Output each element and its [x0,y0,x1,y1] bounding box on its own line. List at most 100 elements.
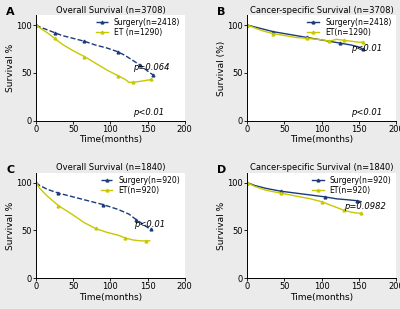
Text: A: A [6,7,15,17]
Surgery(n=2418) [271,30,276,34]
Line: ET (n=1290): ET (n=1290) [35,23,153,84]
Surgery(n=2418) [349,43,354,47]
ET(n=1290) [356,40,361,44]
ET(n=920) [71,213,76,217]
ET(n=920) [93,226,98,230]
ET (n=1290) [138,79,142,83]
X-axis label: Time(months): Time(months) [290,135,353,144]
ET(n=1290) [293,36,298,39]
Text: p=0.0982: p=0.0982 [344,202,386,211]
Surgery(n=920) [56,191,61,195]
ET(n=920) [138,239,142,243]
ET (n=1290) [130,80,135,84]
ET(n=1290) [342,38,346,42]
Surgery(n=2418) [338,41,343,45]
Surgery(n=920) [145,226,150,229]
Surgery(n=920) [359,200,364,204]
ET (n=1290) [93,61,98,65]
Surgery(n=2418) [316,37,320,41]
Surgery(n=920) [149,227,154,231]
Surgery(n=920) [37,184,42,187]
ET (n=1290) [104,68,109,72]
ET(n=920) [293,194,298,198]
ET(n=920) [349,210,354,214]
ET (n=1290) [144,78,148,82]
Line: ET(n=920): ET(n=920) [35,181,151,242]
ET (n=1290) [126,80,131,84]
Surgery(n=2418) [252,25,257,29]
Surgery(n=920) [142,223,146,226]
ET(n=920) [45,194,50,198]
ET(n=920) [342,209,346,212]
Surgery(n=920) [355,199,360,203]
Surgery(n=920) [45,188,50,191]
Surgery(n=2418) [356,45,361,49]
Surgery(n=920) [345,198,350,202]
Surgery(n=2418) [304,36,309,39]
Text: p=0.064: p=0.064 [133,63,169,72]
Line: Surgery(n=920): Surgery(n=920) [35,181,153,231]
ET(n=1290) [330,38,335,42]
Surgery(n=2418) [293,34,298,37]
ET(n=1290) [271,32,276,36]
ET(n=1290) [360,40,365,44]
Legend: Surgery(n=920), ET(n=920): Surgery(n=920), ET(n=920) [98,172,183,198]
ET(n=1290) [349,39,354,43]
ET (n=1290) [37,26,42,30]
Surgery(n=920) [34,181,38,184]
ET(n=920) [56,204,61,207]
ET(n=920) [34,181,38,184]
Title: Overall Survival (n=1840): Overall Survival (n=1840) [56,163,165,172]
Surgery(n=2418) [52,31,57,35]
ET(n=1290) [316,37,320,41]
Surgery(n=2418) [71,36,76,40]
Text: B: B [218,7,226,17]
Surgery(n=920) [323,195,328,199]
Surgery(n=2418) [360,47,365,51]
Legend: Surgery(n=2418), ET (n=1290): Surgery(n=2418), ET (n=1290) [93,15,183,40]
Y-axis label: Survival (%): Survival (%) [217,40,226,95]
ET(n=920) [327,203,332,206]
Surgery(n=920) [278,189,283,193]
ET(n=920) [144,239,148,243]
Surgery(n=2418) [37,25,42,29]
Surgery(n=920) [100,203,105,206]
Surgery(n=920) [126,212,131,216]
Surgery(n=2418) [116,50,120,53]
ET(n=920) [359,211,364,215]
ET(n=1290) [252,26,257,30]
Y-axis label: Survival %: Survival % [6,44,15,92]
Surgery(n=2418) [93,43,98,47]
Surgery(n=2418) [138,63,142,67]
ET (n=1290) [60,42,64,46]
Surgery(n=2418) [260,27,264,31]
ET(n=920) [148,239,152,243]
Surgery(n=920) [252,184,257,187]
ET(n=920) [278,191,283,195]
Surgery(n=920) [86,199,90,203]
Surgery(n=2418) [144,68,148,72]
ET(n=920) [245,181,250,184]
Surgery(n=920) [264,186,268,190]
Y-axis label: Survival %: Survival % [217,201,226,250]
Text: C: C [6,165,14,175]
ET(n=920) [252,184,257,188]
ET(n=920) [130,238,135,242]
ET(n=920) [308,197,313,201]
ET(n=920) [334,205,339,209]
Surgery(n=920) [334,197,339,201]
Surgery(n=2418) [104,46,109,50]
Surgery(n=2418) [282,32,287,36]
ET (n=1290) [82,55,87,58]
ET(n=920) [37,186,42,190]
Line: Surgery(n=2418): Surgery(n=2418) [246,23,364,50]
Line: ET(n=1290): ET(n=1290) [246,23,364,44]
ET (n=1290) [45,31,50,35]
X-axis label: Time(months): Time(months) [290,293,353,302]
Text: p<0.01: p<0.01 [351,108,382,117]
Title: Cancer-specific Survival (n=3708): Cancer-specific Survival (n=3708) [250,6,394,15]
ET (n=1290) [123,78,128,81]
X-axis label: Time(months): Time(months) [79,135,142,144]
ET(n=1290) [334,37,339,41]
Text: D: D [218,165,227,175]
